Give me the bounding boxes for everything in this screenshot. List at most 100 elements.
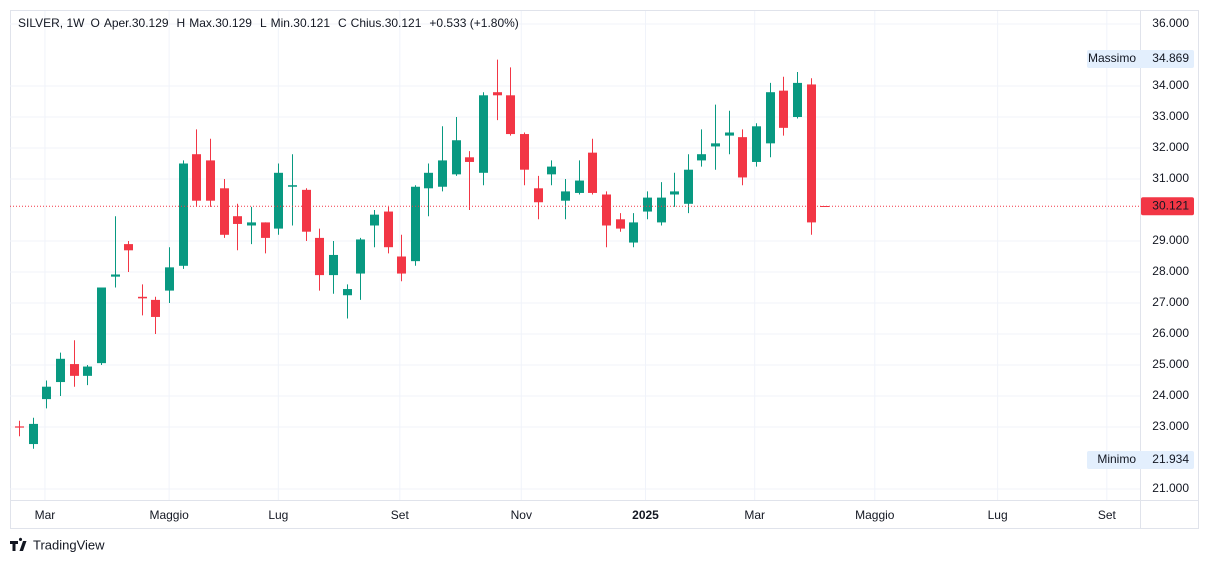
- candles: [15, 59, 829, 449]
- candle-body: [506, 95, 515, 135]
- candle-body: [657, 197, 666, 223]
- brand: TradingView: [10, 537, 105, 552]
- candle-body: [643, 197, 652, 212]
- candle-body: [274, 172, 283, 229]
- candle-body: [779, 90, 788, 128]
- marker-label: Minimo: [1097, 452, 1136, 466]
- candle-body: [575, 180, 584, 193]
- candle-body: [547, 166, 556, 175]
- x-tick-label: 2025: [632, 508, 659, 522]
- header-open-label: Aper.: [104, 16, 132, 30]
- x-tick-label: Set: [391, 508, 410, 522]
- x-tick-label: Nov: [511, 508, 532, 522]
- header-h: H: [177, 16, 186, 30]
- x-tick-label: Mar: [744, 508, 765, 522]
- candle-body: [452, 140, 461, 175]
- candle-body: [179, 163, 188, 266]
- candle-body: [711, 143, 720, 147]
- x-tick-label: Lug: [268, 508, 288, 522]
- candle-body: [793, 82, 802, 117]
- candle-body: [752, 126, 761, 162]
- candle-body: [302, 189, 311, 232]
- header-open: 30.129: [132, 16, 169, 30]
- candle-body: [56, 358, 65, 383]
- y-tick-label: 24.000: [1152, 388, 1189, 402]
- header-high-label: Max.: [189, 16, 215, 30]
- candle-body: [493, 92, 502, 96]
- header: SILVER, 1W: [18, 16, 85, 30]
- candle-body: [343, 289, 352, 296]
- header-high: 30.129: [215, 16, 252, 30]
- candle-body: [247, 222, 256, 226]
- y-tick-label: 31.000: [1152, 171, 1189, 185]
- labels: 21.000 23.000 24.000 25.000 26.000 27.000 28.0…: [10, 16, 1194, 522]
- candle-body: [315, 237, 324, 276]
- candle-body: [411, 186, 420, 262]
- candle-body: [165, 267, 174, 291]
- candle-body: [684, 169, 693, 204]
- x-tick-label: Lug: [988, 508, 1008, 522]
- y-tick-label: 32.000: [1152, 140, 1189, 154]
- candle-body: [629, 222, 638, 243]
- candle-body: [479, 95, 488, 173]
- y-tick-label: 28.000: [1152, 264, 1189, 278]
- candle-body: [725, 132, 734, 136]
- candle-body: [233, 216, 242, 224]
- candle-body: [83, 366, 92, 376]
- last-price-box: [1141, 197, 1194, 216]
- x-tick-label: Set: [1098, 508, 1117, 522]
- candle-body: [124, 244, 133, 251]
- candle-body: [465, 157, 474, 162]
- marker-value: 34.869: [1152, 51, 1189, 65]
- candle-body: [192, 154, 201, 201]
- candle-body: [370, 214, 379, 226]
- y-tick-label: 34.000: [1152, 78, 1189, 92]
- candle-body: [29, 423, 38, 445]
- candle-body: [356, 239, 365, 274]
- candle-body: [70, 364, 79, 376]
- header-close-label: Chius.: [351, 16, 385, 30]
- y-tick-label: 27.000: [1152, 295, 1189, 309]
- candle-body: [438, 160, 447, 187]
- marker-box: [1087, 50, 1194, 69]
- candle-body: [670, 191, 679, 195]
- candle-body: [15, 426, 24, 428]
- marker-box: [1087, 451, 1194, 470]
- candle-body: [206, 160, 215, 201]
- y-tick-label: 36.000: [1152, 16, 1189, 30]
- candle-body: [42, 386, 51, 400]
- header-low: 30.121: [293, 16, 330, 30]
- candle-body: [534, 188, 543, 203]
- candle-body: [738, 137, 747, 178]
- y-tick-label: 25.000: [1152, 357, 1189, 371]
- candle-body: [384, 211, 393, 248]
- y-tick-label: 33.000: [1152, 109, 1189, 123]
- candle-body: [766, 92, 775, 144]
- candle-body: [820, 206, 829, 208]
- y-tick-label: 23.000: [1152, 419, 1189, 433]
- candle-body: [520, 134, 529, 170]
- candle-body: [561, 191, 570, 201]
- y-tick-label: 29.000: [1152, 233, 1189, 247]
- header-l: L: [260, 16, 267, 30]
- x-tick-label: Maggio: [149, 508, 189, 522]
- y-tick-label: 21.000: [1152, 481, 1189, 495]
- x-tick-label: Maggio: [855, 508, 895, 522]
- header-o: O: [90, 16, 99, 30]
- chart-frame: [10, 10, 1199, 529]
- candle-body: [588, 152, 597, 193]
- candle-body: [697, 154, 706, 161]
- header-c: C: [338, 16, 347, 30]
- candle-body: [261, 222, 270, 238]
- header-close: 30.121: [385, 16, 422, 30]
- candle-body: [138, 296, 147, 299]
- candle-body: [807, 84, 816, 223]
- candle-body: [97, 287, 106, 364]
- brand-name: TradingView: [33, 537, 105, 552]
- x-tick-label: Mar: [35, 508, 56, 522]
- candle-body: [151, 299, 160, 317]
- candle-body: [111, 274, 120, 277]
- candle-body: [616, 219, 625, 229]
- y-tick-label: 26.000: [1152, 326, 1189, 340]
